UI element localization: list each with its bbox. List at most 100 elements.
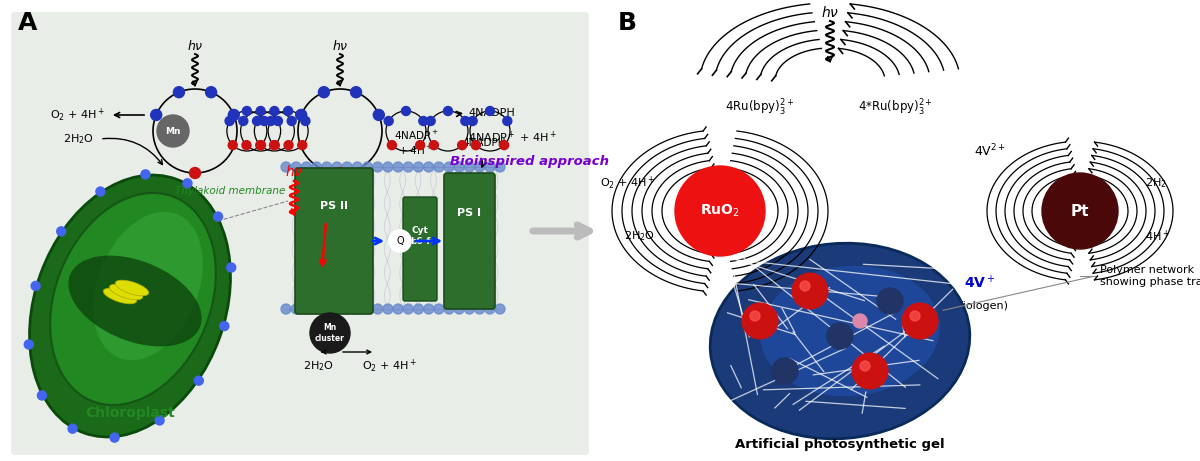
Circle shape <box>827 323 853 349</box>
Text: Thylakoid membrane: Thylakoid membrane <box>175 186 286 196</box>
Circle shape <box>270 141 278 150</box>
Circle shape <box>228 141 238 150</box>
Circle shape <box>877 288 904 314</box>
Circle shape <box>110 433 119 442</box>
Circle shape <box>259 117 269 125</box>
Circle shape <box>292 304 301 314</box>
Circle shape <box>414 162 424 172</box>
Ellipse shape <box>710 243 970 439</box>
Circle shape <box>800 281 810 291</box>
FancyBboxPatch shape <box>11 12 589 455</box>
Circle shape <box>1042 173 1118 249</box>
Text: A: A <box>18 11 37 35</box>
Circle shape <box>24 340 34 349</box>
Text: 4NADPH: 4NADPH <box>468 108 515 118</box>
Circle shape <box>274 117 282 125</box>
Circle shape <box>373 304 383 314</box>
Circle shape <box>503 117 512 125</box>
Ellipse shape <box>115 280 149 296</box>
Circle shape <box>318 87 330 98</box>
Circle shape <box>853 314 866 328</box>
Circle shape <box>750 311 760 321</box>
Circle shape <box>242 141 251 150</box>
Circle shape <box>227 263 235 272</box>
Circle shape <box>485 304 494 314</box>
Circle shape <box>353 162 362 172</box>
Circle shape <box>31 281 40 290</box>
Text: Chloroplast: Chloroplast <box>85 406 175 420</box>
Ellipse shape <box>103 288 137 304</box>
Circle shape <box>252 117 262 125</box>
Circle shape <box>312 304 322 314</box>
Text: Pt: Pt <box>1070 203 1090 219</box>
Circle shape <box>310 313 350 353</box>
Circle shape <box>342 304 352 314</box>
Circle shape <box>430 141 438 150</box>
Circle shape <box>772 358 798 384</box>
Circle shape <box>287 117 296 125</box>
Circle shape <box>257 141 265 150</box>
Ellipse shape <box>94 212 203 360</box>
Circle shape <box>182 179 192 188</box>
Circle shape <box>485 162 494 172</box>
Text: RuO$_2$: RuO$_2$ <box>700 203 740 219</box>
Text: 4V$^{2+}$: 4V$^{2+}$ <box>974 143 1006 160</box>
Circle shape <box>301 304 311 314</box>
Text: O$_2$ + 4H$^+$: O$_2$ + 4H$^+$ <box>600 174 655 192</box>
Circle shape <box>256 106 265 116</box>
Circle shape <box>157 115 190 147</box>
Circle shape <box>194 376 203 385</box>
Circle shape <box>322 162 331 172</box>
Circle shape <box>342 162 352 172</box>
Circle shape <box>295 109 307 120</box>
Text: 4NADP$^+$
+ 4H$^+$: 4NADP$^+$ + 4H$^+$ <box>394 129 438 157</box>
Circle shape <box>444 162 454 172</box>
Circle shape <box>332 304 342 314</box>
Circle shape <box>68 424 77 433</box>
Text: PS II: PS II <box>320 201 348 211</box>
Circle shape <box>499 141 509 150</box>
Circle shape <box>403 304 413 314</box>
Circle shape <box>852 353 888 389</box>
Circle shape <box>468 117 478 125</box>
Text: $h\nu$: $h\nu$ <box>821 6 839 20</box>
Text: 4NADPH: 4NADPH <box>462 138 505 148</box>
Circle shape <box>419 117 428 125</box>
Text: 2H$_2$: 2H$_2$ <box>1145 176 1166 190</box>
Circle shape <box>424 304 433 314</box>
Circle shape <box>56 227 66 236</box>
Circle shape <box>281 162 292 172</box>
Circle shape <box>444 106 452 116</box>
Circle shape <box>455 162 464 172</box>
Circle shape <box>37 391 47 400</box>
Ellipse shape <box>50 193 216 405</box>
Circle shape <box>373 109 384 120</box>
Text: Artificial photosynthetic gel: Artificial photosynthetic gel <box>736 437 944 450</box>
Text: 4V$^+$: 4V$^+$ <box>965 274 996 292</box>
Circle shape <box>389 230 410 252</box>
Ellipse shape <box>760 266 940 396</box>
Circle shape <box>792 273 828 309</box>
Circle shape <box>384 117 394 125</box>
Text: Mn: Mn <box>166 126 181 136</box>
Circle shape <box>444 304 454 314</box>
Circle shape <box>373 162 383 172</box>
Text: Cyt
b6-f: Cyt b6-f <box>410 226 430 246</box>
Text: 4H$^+$: 4H$^+$ <box>1145 228 1170 244</box>
Circle shape <box>383 162 392 172</box>
Text: Polymer network
showing phase transition: Polymer network showing phase transition <box>1100 265 1200 287</box>
Circle shape <box>312 162 322 172</box>
Circle shape <box>394 304 403 314</box>
Circle shape <box>301 117 310 125</box>
Ellipse shape <box>30 175 230 437</box>
Circle shape <box>464 162 474 172</box>
Circle shape <box>292 162 301 172</box>
Circle shape <box>434 304 444 314</box>
Text: 4NADP$^+$ + 4H$^+$: 4NADP$^+$ + 4H$^+$ <box>468 130 557 145</box>
FancyBboxPatch shape <box>295 168 373 314</box>
Circle shape <box>242 106 251 116</box>
Circle shape <box>140 170 150 179</box>
Circle shape <box>284 141 293 150</box>
Circle shape <box>455 304 464 314</box>
Ellipse shape <box>109 284 143 300</box>
